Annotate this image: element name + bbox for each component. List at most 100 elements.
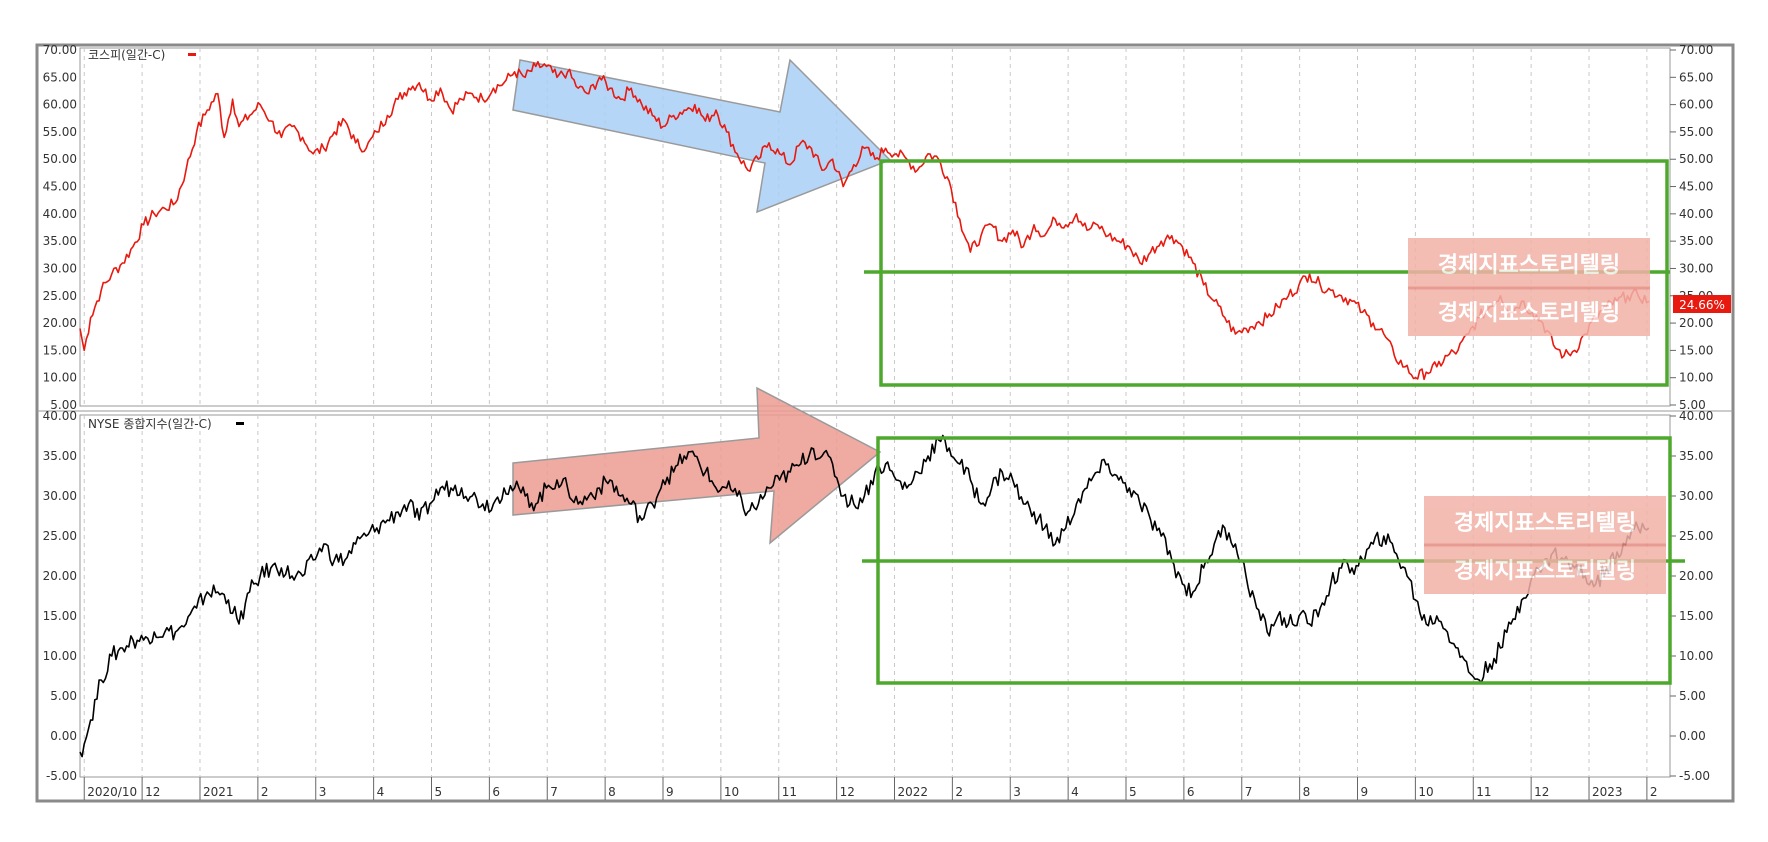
y-tick-label-left: 40.00 — [43, 409, 77, 423]
x-tick-label: 2 — [1650, 785, 1658, 799]
y-tick-label-right: 5.00 — [1679, 398, 1706, 412]
x-tick-label: 2 — [955, 785, 963, 799]
y-tick-label-right: 25.00 — [1679, 529, 1713, 543]
kospi-series-line — [79, 60, 1650, 381]
x-tick-label: 11 — [782, 785, 797, 799]
x-tick-label: 2 — [261, 785, 269, 799]
legend-nyse-label: NYSE 종합지수(일간-C) — [88, 417, 212, 431]
y-tick-label-right: 5.00 — [1679, 689, 1706, 703]
y-tick-label-right: 40.00 — [1679, 409, 1713, 423]
y-tick-label-left: 15.00 — [43, 609, 77, 623]
y-tick-label-right: 35.00 — [1679, 449, 1713, 463]
vertical-grid — [83, 48, 1648, 777]
y-tick-label-left: 60.00 — [43, 98, 77, 112]
x-tick-label: 7 — [550, 785, 558, 799]
x-tick-label: 6 — [1187, 785, 1195, 799]
x-tick-label: 10 — [724, 785, 739, 799]
x-tick-label: 2023 — [1592, 785, 1623, 799]
y-tick-label-left: 10.00 — [43, 649, 77, 663]
watermark-text-4: 경제지표스토리텔링 — [1454, 559, 1636, 584]
legend-top: 코스피(일간-C) — [88, 48, 196, 62]
watermark-text-1: 경제지표스토리텔링 — [1438, 253, 1620, 278]
x-tick-label: 11 — [1476, 785, 1491, 799]
y-tick-label-right: 20.00 — [1679, 569, 1713, 583]
y-tick-label-left: 5.00 — [50, 398, 77, 412]
x-tick-label: 3 — [319, 785, 327, 799]
y-tick-label-left: 25.00 — [43, 289, 77, 303]
x-tick-label: 8 — [1303, 785, 1311, 799]
x-tick-label: 5 — [434, 785, 442, 799]
x-tick-label: 9 — [666, 785, 674, 799]
y-tick-label-right: 20.00 — [1679, 316, 1713, 330]
y-tick-label-left: 65.00 — [43, 70, 77, 84]
x-tick-label: 2020/10 — [87, 785, 137, 799]
top-panel-frame — [79, 47, 1671, 407]
y-tick-label-left: 70.00 — [43, 43, 77, 57]
x-tick-label: 12 — [840, 785, 855, 799]
x-tick-label: 7 — [1245, 785, 1253, 799]
x-tick-label: 4 — [1071, 785, 1079, 799]
y-tick-label-left: 45.00 — [43, 180, 77, 194]
watermark-text-3: 경제지표스토리텔링 — [1454, 511, 1636, 536]
y-tick-label-right: 45.00 — [1679, 180, 1713, 194]
watermark-top: 경제지표스토리텔링 경제지표스토리텔링 — [1408, 238, 1650, 336]
y-tick-label-right: 10.00 — [1679, 649, 1713, 663]
x-tick-label: 6 — [492, 785, 500, 799]
x-tick-label: 5 — [1129, 785, 1137, 799]
y-tick-label-left: 50.00 — [43, 152, 77, 166]
y-tick-label-right: 60.00 — [1679, 98, 1713, 112]
y-tick-label-left: 5.00 — [50, 689, 77, 703]
x-tick-label: 12 — [1534, 785, 1549, 799]
y-tick-label-right: 30.00 — [1679, 489, 1713, 503]
y-tick-label-right: -5.00 — [1679, 769, 1710, 783]
y-tick-label-left: 0.00 — [50, 729, 77, 743]
outer-frame — [35, 43, 1735, 803]
watermark-bottom: 경제지표스토리텔링 경제지표스토리텔링 — [1424, 496, 1666, 594]
last-value-text: 24.66% — [1679, 298, 1725, 312]
y-tick-label-left: 40.00 — [43, 207, 77, 221]
y-tick-label-right: 10.00 — [1679, 371, 1713, 385]
y-tick-label-left: 20.00 — [43, 569, 77, 583]
y-tick-label-left: 35.00 — [43, 234, 77, 248]
y-tick-label-left: 55.00 — [43, 125, 77, 139]
last-value-badge: 24.66% — [1673, 295, 1731, 313]
y-tick-label-right: 40.00 — [1679, 207, 1713, 221]
y-tick-label-left: 20.00 — [43, 316, 77, 330]
x-tick-label: 4 — [377, 785, 385, 799]
y-tick-label-left: -5.00 — [46, 769, 77, 783]
y-tick-label-right: 65.00 — [1679, 70, 1713, 84]
nyse-series-line — [79, 434, 1650, 758]
legend-kospi-swatch — [188, 53, 196, 56]
y-tick-label-left: 25.00 — [43, 529, 77, 543]
y-tick-label-left: 30.00 — [43, 261, 77, 275]
y-tick-labels: 70.00 70.00 65.00 65.00 60.00 60.00 55.00 55.00… — [43, 43, 1714, 783]
legend-kospi-label: 코스피(일간-C) — [88, 48, 165, 62]
y-tick-label-left: 30.00 — [43, 489, 77, 503]
y-tick-label-right: 70.00 — [1679, 43, 1713, 57]
watermark-text-2: 경제지표스토리텔링 — [1438, 301, 1620, 326]
x-tick-label: 10 — [1418, 785, 1433, 799]
y-tick-label-right: 30.00 — [1679, 261, 1713, 275]
x-tick-label: 8 — [608, 785, 616, 799]
y-tick-label-right: 35.00 — [1679, 234, 1713, 248]
y-tick-label-right: 55.00 — [1679, 125, 1713, 139]
y-tick-label-left: 35.00 — [43, 449, 77, 463]
y-tick-label-left: 15.00 — [43, 343, 77, 357]
y-tick-label-right: 0.00 — [1679, 729, 1706, 743]
y-tick-label-right: 15.00 — [1679, 343, 1713, 357]
x-tick-label: 2022 — [898, 785, 929, 799]
y-tick-label-right: 50.00 — [1679, 152, 1713, 166]
x-tick-label: 2021 — [203, 785, 234, 799]
x-tick-label: 3 — [1013, 785, 1021, 799]
legend-nyse-swatch — [236, 422, 244, 425]
legend-bottom: NYSE 종합지수(일간-C) — [88, 417, 244, 431]
y-tick-label-left: 10.00 — [43, 371, 77, 385]
uptrend-arrow-icon — [512, 386, 882, 545]
x-tick-labels: 2020/10 12 2021 2 3 4 5 6 7 8 9 10 11 12 2022 2 3 4 5 6 7 8 9 1… — [83, 777, 1658, 800]
x-tick-label: 12 — [145, 785, 160, 799]
x-tick-label: 9 — [1361, 785, 1369, 799]
downtrend-arrow-icon — [512, 58, 892, 214]
y-tick-label-right: 15.00 — [1679, 609, 1713, 623]
